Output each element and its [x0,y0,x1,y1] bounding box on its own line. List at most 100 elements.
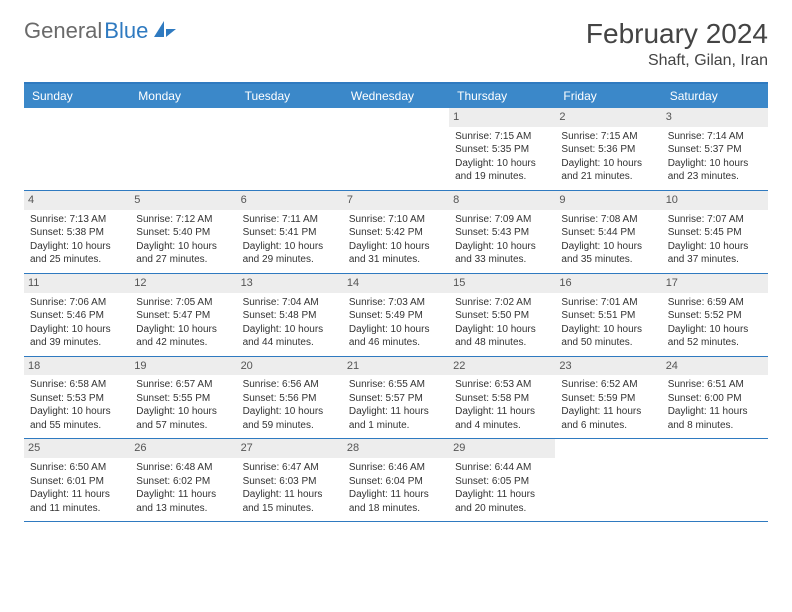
daylight-text: Daylight: 10 hours [136,405,230,419]
sunset-text: Sunset: 5:45 PM [668,226,762,240]
sunset-text: Sunset: 5:48 PM [243,309,337,323]
daylight-text: and 11 minutes. [30,502,124,516]
daylight-text: Daylight: 10 hours [455,240,549,254]
day-number: 7 [343,191,449,210]
sunrise-text: Sunrise: 7:01 AM [561,296,655,310]
daylight-text: and 59 minutes. [243,419,337,433]
daylight-text: Daylight: 10 hours [668,157,762,171]
sunrise-text: Sunrise: 6:59 AM [668,296,762,310]
calendar-day: 28Sunrise: 6:46 AMSunset: 6:04 PMDayligh… [343,439,449,521]
daylight-text: and 46 minutes. [349,336,443,350]
calendar-day: 27Sunrise: 6:47 AMSunset: 6:03 PMDayligh… [237,439,343,521]
daylight-text: Daylight: 11 hours [349,405,443,419]
calendar-week: 4Sunrise: 7:13 AMSunset: 5:38 PMDaylight… [24,191,768,274]
sunset-text: Sunset: 5:57 PM [349,392,443,406]
daylight-text: Daylight: 10 hours [243,240,337,254]
calendar-day: 5Sunrise: 7:12 AMSunset: 5:40 PMDaylight… [130,191,236,273]
day-number: 12 [130,274,236,293]
day-number: 19 [130,357,236,376]
sunrise-text: Sunrise: 7:13 AM [30,213,124,227]
daylight-text: and 44 minutes. [243,336,337,350]
calendar-day: 16Sunrise: 7:01 AMSunset: 5:51 PMDayligh… [555,274,661,356]
calendar-day [130,108,236,190]
sunset-text: Sunset: 5:41 PM [243,226,337,240]
sunset-text: Sunset: 5:43 PM [455,226,549,240]
daylight-text: and 1 minute. [349,419,443,433]
daylight-text: and 29 minutes. [243,253,337,267]
day-number: 26 [130,439,236,458]
sunset-text: Sunset: 5:40 PM [136,226,230,240]
day-number: 13 [237,274,343,293]
calendar-day: 4Sunrise: 7:13 AMSunset: 5:38 PMDaylight… [24,191,130,273]
daylight-text: Daylight: 11 hours [455,488,549,502]
day-number: 6 [237,191,343,210]
calendar-day: 19Sunrise: 6:57 AMSunset: 5:55 PMDayligh… [130,357,236,439]
day-label: Monday [130,84,236,108]
calendar-week: 1Sunrise: 7:15 AMSunset: 5:35 PMDaylight… [24,108,768,191]
daylight-text: Daylight: 10 hours [561,323,655,337]
sunrise-text: Sunrise: 6:51 AM [668,378,762,392]
daylight-text: Daylight: 10 hours [30,323,124,337]
sunrise-text: Sunrise: 6:55 AM [349,378,443,392]
calendar-day: 11Sunrise: 7:06 AMSunset: 5:46 PMDayligh… [24,274,130,356]
day-number: 14 [343,274,449,293]
daylight-text: and 48 minutes. [455,336,549,350]
sunrise-text: Sunrise: 7:09 AM [455,213,549,227]
day-number: 15 [449,274,555,293]
calendar-day: 8 Sunrise: 7:09 AMSunset: 5:43 PMDaylight… [449,191,555,273]
day-number: 18 [24,357,130,376]
daylight-text: Daylight: 10 hours [30,240,124,254]
daylight-text: Daylight: 10 hours [455,157,549,171]
sunset-text: Sunset: 5:58 PM [455,392,549,406]
calendar-day: 26Sunrise: 6:48 AMSunset: 6:02 PMDayligh… [130,439,236,521]
calendar-week: 25Sunrise: 6:50 AMSunset: 6:01 PMDayligh… [24,439,768,522]
daylight-text: and 35 minutes. [561,253,655,267]
sunrise-text: Sunrise: 6:46 AM [349,461,443,475]
calendar-day: 7Sunrise: 7:10 AMSunset: 5:42 PMDaylight… [343,191,449,273]
sunset-text: Sunset: 5:55 PM [136,392,230,406]
day-number: 29 [449,439,555,458]
daylight-text: Daylight: 11 hours [349,488,443,502]
daylight-text: and 50 minutes. [561,336,655,350]
day-number: 8 [449,191,555,210]
sunrise-text: Sunrise: 6:52 AM [561,378,655,392]
sunset-text: Sunset: 5:44 PM [561,226,655,240]
sunrise-text: Sunrise: 6:48 AM [136,461,230,475]
daylight-text: and 55 minutes. [30,419,124,433]
calendar-day: 21Sunrise: 6:55 AMSunset: 5:57 PMDayligh… [343,357,449,439]
sunrise-text: Sunrise: 6:50 AM [30,461,124,475]
sunrise-text: Sunrise: 6:56 AM [243,378,337,392]
day-number: 2 [555,108,661,127]
daylight-text: Daylight: 11 hours [243,488,337,502]
daylight-text: and 57 minutes. [136,419,230,433]
sunset-text: Sunset: 6:01 PM [30,475,124,489]
daylight-text: and 52 minutes. [668,336,762,350]
sunrise-text: Sunrise: 7:12 AM [136,213,230,227]
sunrise-text: Sunrise: 7:10 AM [349,213,443,227]
sunrise-text: Sunrise: 7:15 AM [561,130,655,144]
day-number: 24 [662,357,768,376]
calendar-day: 13Sunrise: 7:04 AMSunset: 5:48 PMDayligh… [237,274,343,356]
daylight-text: and 8 minutes. [668,419,762,433]
daylight-text: Daylight: 10 hours [668,240,762,254]
daylight-text: Daylight: 10 hours [136,323,230,337]
daylight-text: and 21 minutes. [561,170,655,184]
sunrise-text: Sunrise: 7:03 AM [349,296,443,310]
daylight-text: Daylight: 10 hours [455,323,549,337]
day-number: 11 [24,274,130,293]
daylight-text: Daylight: 10 hours [349,240,443,254]
daylight-text: and 18 minutes. [349,502,443,516]
sunrise-text: Sunrise: 7:14 AM [668,130,762,144]
calendar-day: 23Sunrise: 6:52 AMSunset: 5:59 PMDayligh… [555,357,661,439]
title-block: February 2024 Shaft, Gilan, Iran [586,18,768,70]
day-label: Sunday [24,84,130,108]
sunrise-text: Sunrise: 6:44 AM [455,461,549,475]
daylight-text: and 4 minutes. [455,419,549,433]
sunset-text: Sunset: 5:52 PM [668,309,762,323]
day-number: 16 [555,274,661,293]
sunset-text: Sunset: 5:46 PM [30,309,124,323]
day-number: 28 [343,439,449,458]
day-number: 4 [24,191,130,210]
calendar-day: 20Sunrise: 6:56 AMSunset: 5:56 PMDayligh… [237,357,343,439]
daylight-text: Daylight: 10 hours [349,323,443,337]
